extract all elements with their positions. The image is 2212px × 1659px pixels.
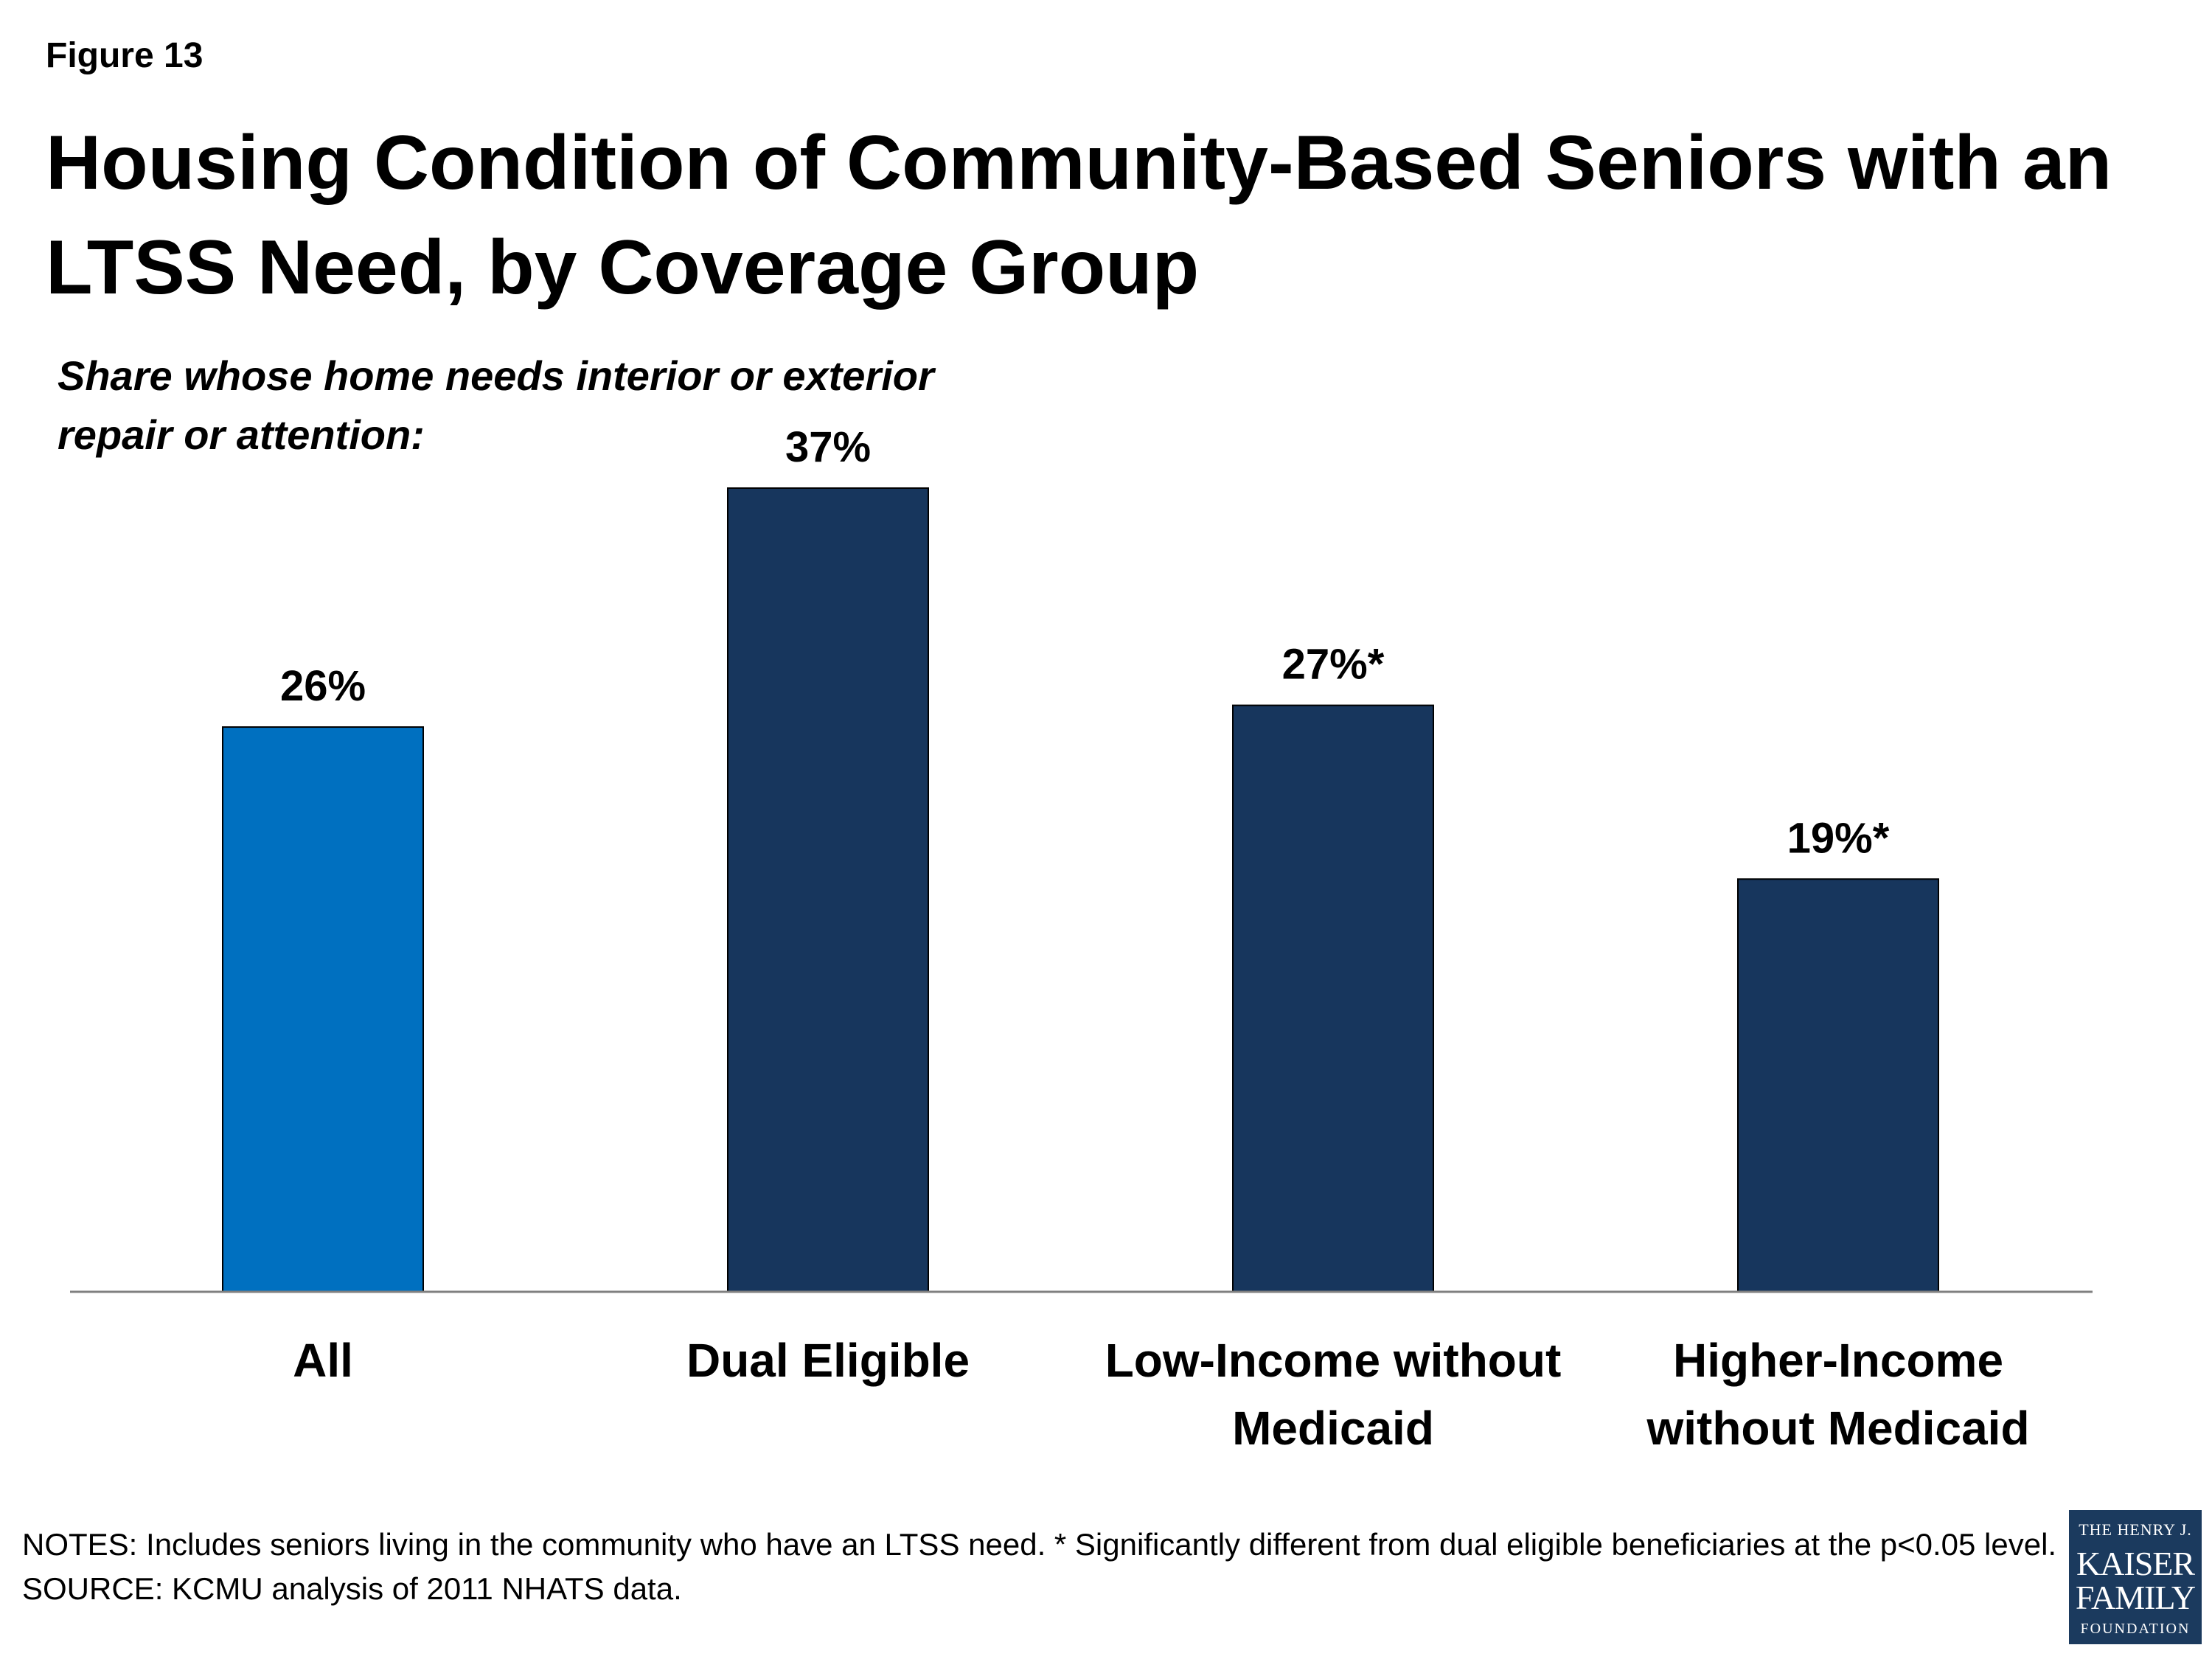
bar-1	[222, 726, 424, 1293]
category-label-3: Low-Income without Medicaid	[1105, 1334, 1562, 1455]
bar-4	[1737, 878, 1939, 1293]
bar-chart: 26% All 37% Dual Eligible 27%* Low-Income wit…	[70, 423, 2093, 1455]
chart-subtitle: Share whose home needs interior or exter…	[58, 352, 934, 458]
notes-text: NOTES: Includes seniors living in the co…	[22, 1527, 2057, 1562]
category-label-2: Dual Eligible	[686, 1334, 970, 1387]
logo-line-3: FAMILY	[2075, 1579, 2196, 1616]
logo-line-4: FOUNDATION	[2080, 1621, 2191, 1637]
data-label-2: 37%	[785, 423, 871, 471]
notes-section: NOTES: Includes seniors living in the co…	[22, 1523, 2057, 1611]
data-label-3: 27%*	[1282, 641, 1385, 689]
figure-label: Figure 13	[46, 36, 204, 75]
data-label-1: 26%	[280, 662, 366, 710]
bar-2	[727, 487, 929, 1293]
source-text: SOURCE: KCMU analysis of 2011 NHATS data…	[22, 1571, 682, 1606]
kff-logo: THE HENRY J. KAISER FAMILY FOUNDATION	[2069, 1510, 2202, 1644]
logo-line-1: THE HENRY J.	[2079, 1520, 2192, 1539]
category-label-4: Higher-Income without Medicaid	[1646, 1334, 2029, 1455]
category-label-1: All	[293, 1334, 353, 1387]
bar-3	[1232, 704, 1434, 1293]
chart-title: Housing Condition of Community-Based Sen…	[46, 120, 2112, 310]
logo-line-2: KAISER	[2076, 1545, 2195, 1582]
data-label-4: 19%*	[1787, 814, 1890, 862]
